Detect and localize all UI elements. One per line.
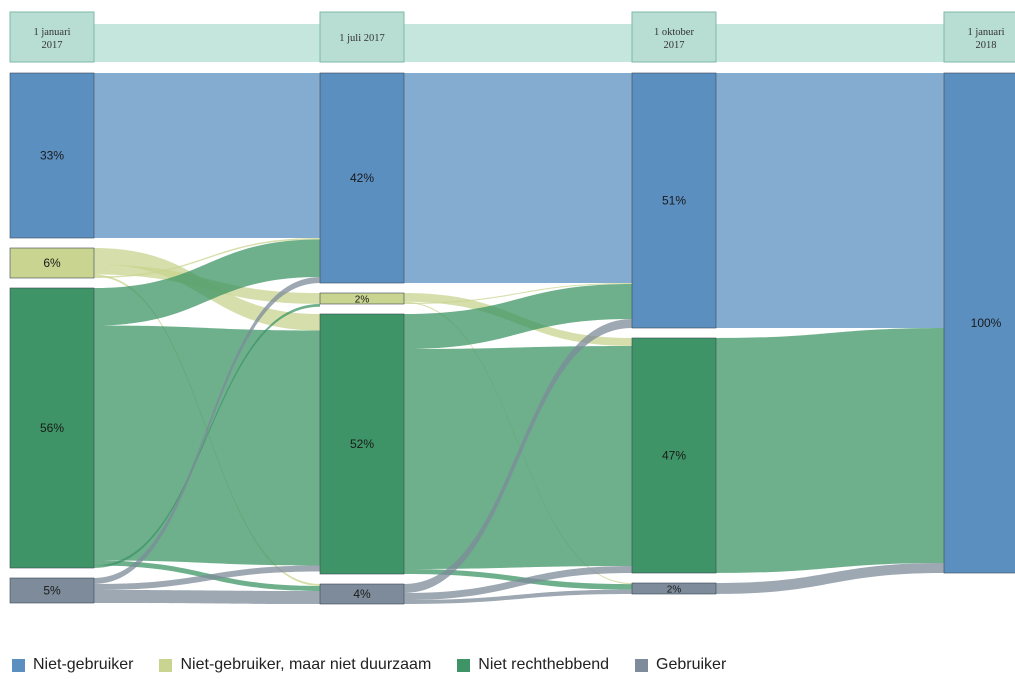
node-value-label: 6% (43, 256, 61, 270)
column-header-2: 1 juli 2017 (319, 11, 405, 63)
links (94, 73, 944, 604)
link-niet-rechthebbend-to-gebruiker (404, 569, 632, 590)
node-niet-gebruiker: 42% (319, 72, 405, 284)
node-niet-gebruiker: 33% (9, 72, 95, 239)
node-value-label: 56% (40, 421, 64, 435)
link-gebruiker-to-niet-gebruiker (404, 319, 632, 593)
node-value-label: 51% (662, 194, 686, 208)
link-niet-gebruiker-maar-niet-duurzaam-to-niet-gebruiker (404, 283, 632, 304)
column-header-4: 1 januari 2018 (943, 11, 1015, 63)
legend-swatch (12, 658, 25, 672)
node-gebruiker: 4% (319, 583, 405, 605)
link-gebruiker-to-niet-gebruiker (716, 563, 944, 594)
link-niet-gebruiker-maar-niet-duurzaam-to-niet-gebruiker (94, 238, 320, 278)
column-header-3: 1 oktober 2017 (631, 11, 717, 63)
legend-label: Niet-gebruiker, maar niet duurzaam (180, 656, 432, 673)
legend-item-niet-gebruiker: Niet-gebruiker (12, 656, 133, 674)
legend-label: Niet rechthebbend (478, 656, 610, 673)
node-niet-rechthebbend: 56% (9, 287, 95, 569)
column-header-text: 2018 (976, 40, 997, 51)
link-niet-gebruiker-to-niet-gebruiker (716, 73, 944, 328)
column-header-text: 2017 (42, 40, 63, 51)
legend: Niet-gebruiker Niet-gebruiker, maar niet … (12, 656, 726, 674)
node-niet-gebruiker-maar-niet-duurzaam: 2% (319, 292, 405, 306)
node-value-label: 42% (350, 171, 374, 185)
node-gebruiker: 5% (9, 577, 95, 604)
link-niet-rechthebbend-to-niet-rechthebbend (94, 325, 320, 566)
node-niet-gebruiker: 51% (631, 72, 717, 329)
node-value-label: 2% (667, 585, 682, 596)
legend-swatch (457, 658, 471, 672)
legend-item-gebruiker: Gebruiker (635, 656, 726, 674)
link-niet-rechthebbend-to-niet-gebruiker (404, 284, 632, 349)
node-value-label: 47% (662, 449, 686, 463)
node-niet-gebruiker: 100% (943, 72, 1015, 574)
node-value-label: 2% (355, 295, 370, 306)
header-band (10, 24, 1015, 62)
node-gebruiker: 2% (631, 582, 717, 596)
legend-item-niet-gebruiker-maar-niet-duurzaam: Niet-gebruiker, maar niet duurzaam (159, 656, 431, 674)
legend-label: Niet-gebruiker (33, 656, 134, 673)
link-niet-rechthebbend-to-niet-gebruiker (94, 239, 320, 326)
column-header-text: 2017 (664, 40, 685, 51)
column-header-text: 1 januari (33, 27, 70, 38)
link-niet-rechthebbend-to-niet-gebruiker-maar-niet-duurzaam (94, 304, 320, 568)
link-gebruiker-to-niet-rechthebbend (404, 566, 632, 600)
column-header-text: 1 oktober (654, 27, 694, 38)
node-value-label: 5% (43, 584, 61, 598)
legend-label: Gebruiker (656, 656, 727, 673)
node-value-label: 100% (971, 316, 1002, 330)
link-gebruiker-to-gebruiker (404, 589, 632, 604)
link-gebruiker-to-niet-gebruiker (94, 277, 320, 584)
link-gebruiker-to-niet-rechthebbend (94, 565, 320, 590)
column-header-text: 1 juli 2017 (339, 33, 385, 44)
node-niet-gebruiker-maar-niet-duurzaam: 6% (9, 247, 95, 279)
legend-swatch (159, 658, 173, 672)
node-value-label: 4% (353, 587, 371, 601)
legend-swatch (635, 658, 649, 672)
column-header-1: 1 januari 2017 (9, 11, 95, 63)
node-niet-rechthebbend: 52% (319, 313, 405, 575)
legend-item-niet-rechthebbend: Niet rechthebbend (457, 656, 609, 674)
link-gebruiker-to-gebruiker (94, 590, 320, 604)
link-niet-rechthebbend-to-niet-gebruiker (716, 328, 944, 573)
column-header-text: 1 januari (967, 27, 1004, 38)
node-value-label: 52% (350, 437, 374, 451)
link-niet-gebruiker-to-niet-gebruiker (404, 73, 632, 283)
link-niet-gebruiker-to-niet-gebruiker (94, 73, 320, 238)
node-niet-rechthebbend: 47% (631, 337, 717, 574)
node-value-label: 33% (40, 149, 64, 163)
